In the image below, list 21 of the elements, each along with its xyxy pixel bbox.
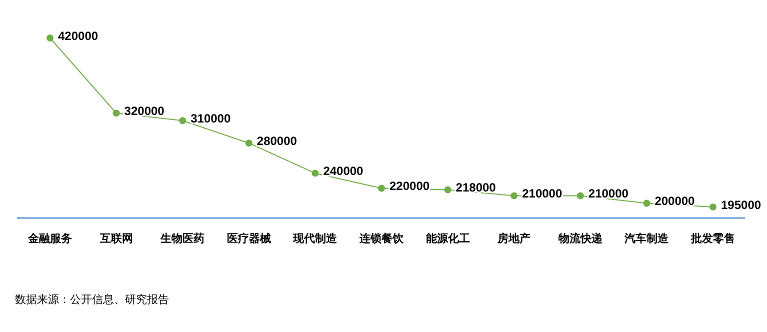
data-label: 320000 [124,104,165,118]
x-tick-label: 互联网 [98,232,133,245]
x-tick-label: 现代制造 [292,232,338,245]
data-label: 240000 [323,164,364,178]
x-tick-label: 金融服务 [27,232,72,245]
data-label: 280000 [256,134,298,148]
data-label: 210000 [588,186,629,201]
data-label: 218000 [456,180,496,195]
data-label: 200000 [654,194,696,208]
x-tick-label: 汽车制造 [624,232,670,245]
x-tick-label: 医疗器械 [226,232,271,245]
x-tick-label: 生物医药 [160,232,205,245]
source-note: 数据来源：公开信息、研究报告 [15,293,169,306]
data-label: 420000 [58,29,98,43]
x-tick-label: 能源化工 [426,232,470,245]
x-tick-label: 连锁餐饮 [358,232,404,245]
x-tick-label: 批发零售 [690,232,735,245]
x-tick-label: 物流快递 [557,232,604,245]
data-label: 310000 [190,112,231,126]
data-label: 195000 [721,198,762,212]
x-tick-label: 房地产 [496,232,531,245]
